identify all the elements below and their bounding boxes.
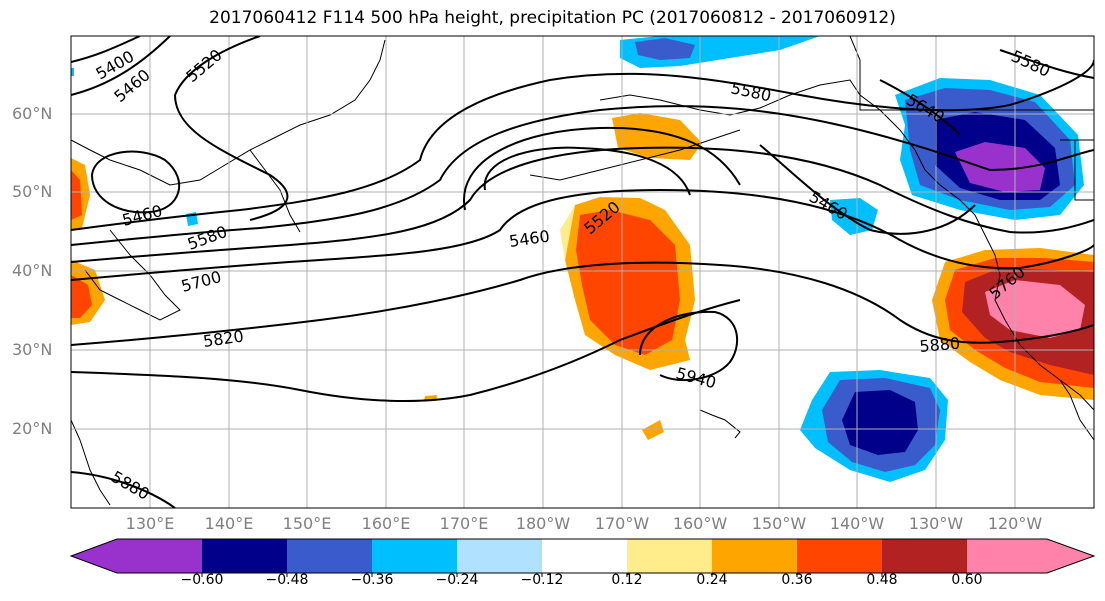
colorbar-tick-label: −0.24 bbox=[435, 572, 479, 588]
contour-label: 5940 bbox=[674, 364, 718, 393]
contour-5460-mid bbox=[483, 146, 691, 196]
lon-label: 170°E bbox=[439, 514, 489, 533]
contour-5700 bbox=[71, 146, 1094, 263]
contour-5400 bbox=[71, 36, 141, 63]
map-frame bbox=[70, 35, 1095, 509]
lon-label: 160°E bbox=[361, 514, 411, 533]
precip-positive-westcoast-pink bbox=[985, 280, 1085, 338]
lon-label: 170°W bbox=[594, 514, 650, 533]
colorbar-bin bbox=[287, 539, 372, 573]
colorbar-bin bbox=[117, 539, 202, 573]
colorbar-bin bbox=[967, 539, 1047, 573]
contour-label: 5880 bbox=[108, 467, 153, 504]
contour-5880-sw bbox=[71, 471, 176, 508]
precip-positive-small-1 bbox=[642, 420, 664, 440]
precip-negative-subtropic-navy bbox=[842, 390, 918, 455]
colorbar-bin bbox=[457, 539, 542, 573]
colorbar-tick-label: −0.60 bbox=[180, 572, 224, 588]
colorbar-extend-high bbox=[1047, 539, 1094, 573]
lat-label: 20°N bbox=[12, 419, 53, 438]
contour-5940 bbox=[639, 310, 738, 382]
contour-5520-nw bbox=[174, 36, 289, 221]
coast-canada-border bbox=[1060, 139, 1094, 201]
coast-philippines bbox=[71, 419, 111, 506]
precip-positive-leftedge-4 bbox=[71, 275, 92, 318]
precip-shading bbox=[71, 36, 1094, 482]
coast-hawaii bbox=[699, 409, 741, 439]
colorbar-bin bbox=[712, 539, 797, 573]
colorbar-bin bbox=[372, 539, 457, 573]
colorbar-bin bbox=[542, 539, 627, 573]
colorbar bbox=[69, 538, 1096, 577]
colorbar-tick-label: 0.48 bbox=[866, 572, 898, 588]
precip-negative-gulf-purple bbox=[955, 142, 1045, 192]
precip-negative-small-1 bbox=[830, 198, 878, 235]
map-title: 2017060412 F114 500 hPa height, precipit… bbox=[209, 8, 896, 28]
contour-label: 5460 bbox=[120, 201, 164, 230]
coastlines bbox=[71, 36, 1094, 506]
lon-label: 140°W bbox=[829, 514, 885, 533]
colorbar-tick-label: 0.24 bbox=[696, 572, 728, 588]
colorbar-tick-label: 0.36 bbox=[781, 572, 813, 588]
contour-5640-gulf bbox=[879, 79, 961, 136]
contour-label: 5880 bbox=[919, 334, 961, 356]
contour-5760 bbox=[71, 188, 1094, 281]
colorbar-extend-low bbox=[71, 539, 117, 573]
lon-label: 180°W bbox=[515, 514, 571, 533]
precip-positive-central-light bbox=[560, 205, 575, 260]
lon-label: 130°E bbox=[125, 514, 175, 533]
precip-positive-leftedge-2 bbox=[71, 170, 82, 220]
colorbar-bin bbox=[797, 539, 882, 573]
colorbar-bin bbox=[627, 539, 712, 573]
contour-5520-mid bbox=[462, 126, 741, 211]
lon-label: 130°W bbox=[908, 514, 964, 533]
precip-negative-small-3 bbox=[71, 68, 74, 76]
contour-5820 bbox=[71, 261, 1094, 346]
colorbar-tick-label: 0.60 bbox=[951, 572, 983, 588]
lon-label: 120°W bbox=[987, 514, 1043, 533]
contour-5640-w bbox=[71, 105, 1094, 246]
colorbar-bin bbox=[202, 539, 287, 573]
contour-label: 5460 bbox=[508, 226, 551, 250]
lat-label: 40°N bbox=[12, 261, 53, 280]
lon-label: 140°E bbox=[204, 514, 254, 533]
contour-5580-w bbox=[71, 59, 1094, 231]
lat-label: 50°N bbox=[12, 182, 53, 201]
graticule bbox=[71, 36, 1094, 508]
contour-5460-low bbox=[90, 150, 181, 214]
colorbar-outline bbox=[69, 538, 1096, 574]
coast-aleutians bbox=[529, 129, 741, 181]
contour-5460-gulf bbox=[759, 144, 976, 235]
coast-mexico bbox=[1059, 379, 1094, 441]
coast-kamchatka bbox=[249, 149, 301, 233]
contour-5460-nw bbox=[71, 36, 171, 96]
contour-label: 5580 bbox=[729, 78, 773, 105]
contour-5580-ne bbox=[999, 49, 1094, 79]
contour-label: 5520 bbox=[182, 45, 225, 86]
lon-label: 150°W bbox=[751, 514, 807, 533]
colorbar-bin bbox=[882, 539, 967, 573]
coast-korea-japan bbox=[84, 229, 181, 321]
lat-label: 60°N bbox=[12, 104, 53, 123]
height-contours bbox=[71, 36, 1094, 508]
lat-label: 30°N bbox=[12, 340, 53, 359]
lon-label: 150°E bbox=[282, 514, 332, 533]
lon-label: 160°W bbox=[672, 514, 728, 533]
precip-positive-central-inner bbox=[576, 210, 680, 355]
colorbar-tick-label: −0.12 bbox=[520, 572, 564, 588]
precip-negative-alaska-north-blue bbox=[635, 38, 695, 60]
contour-label: 5820 bbox=[202, 326, 245, 350]
colorbar-tick-label: 0.12 bbox=[611, 572, 643, 588]
contour-5880 bbox=[71, 299, 741, 403]
contour-label: 5460 bbox=[806, 187, 851, 224]
colorbar-tick-label: −0.36 bbox=[350, 572, 394, 588]
colorbar-tick-label: −0.48 bbox=[265, 572, 309, 588]
